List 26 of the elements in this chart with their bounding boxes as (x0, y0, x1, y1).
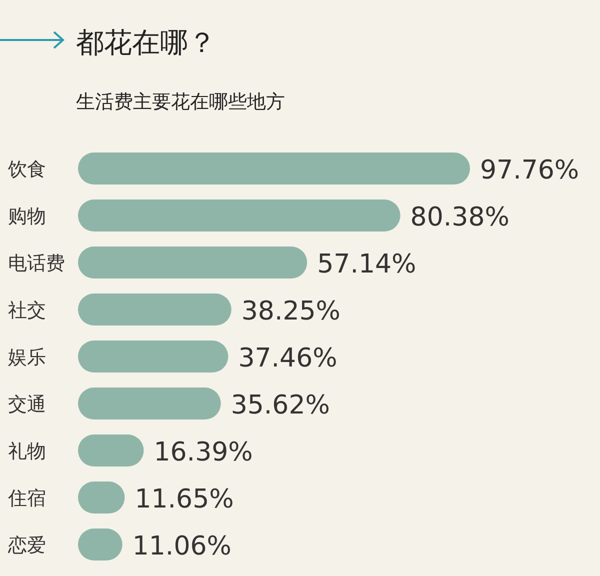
data-label: 11.06% (132, 532, 232, 562)
y-tick-label: 礼物 (8, 440, 46, 462)
data-label: 57.14% (317, 250, 416, 280)
bar (78, 246, 308, 278)
data-label: 11.65% (134, 484, 234, 514)
bar (78, 200, 400, 232)
y-tick-label: 饮食 (7, 158, 46, 180)
y-tick-label: 恋爱 (7, 534, 46, 556)
data-label: 37.46% (238, 344, 338, 374)
bar (78, 152, 470, 184)
data-label: 35.62% (230, 390, 330, 420)
y-tick-label: 购物 (8, 206, 46, 228)
y-tick-label: 住宿 (7, 488, 46, 510)
y-tick-label: 交通 (8, 394, 46, 416)
data-label: 38.25% (241, 296, 341, 326)
chart-title: 都花在哪？ (76, 26, 216, 59)
y-tick-label: 社交 (8, 300, 46, 322)
chart-subtitle: 生活费主要花在哪些地方 (76, 91, 285, 113)
data-label: 16.39% (154, 438, 253, 468)
y-tick-label: 电话费 (8, 252, 65, 274)
y-tick-label: 娱乐 (8, 346, 46, 368)
data-label: 80.38% (410, 202, 510, 232)
bar (78, 294, 232, 326)
bar (78, 340, 228, 372)
bar (78, 388, 221, 420)
data-label: 97.76% (480, 156, 580, 186)
